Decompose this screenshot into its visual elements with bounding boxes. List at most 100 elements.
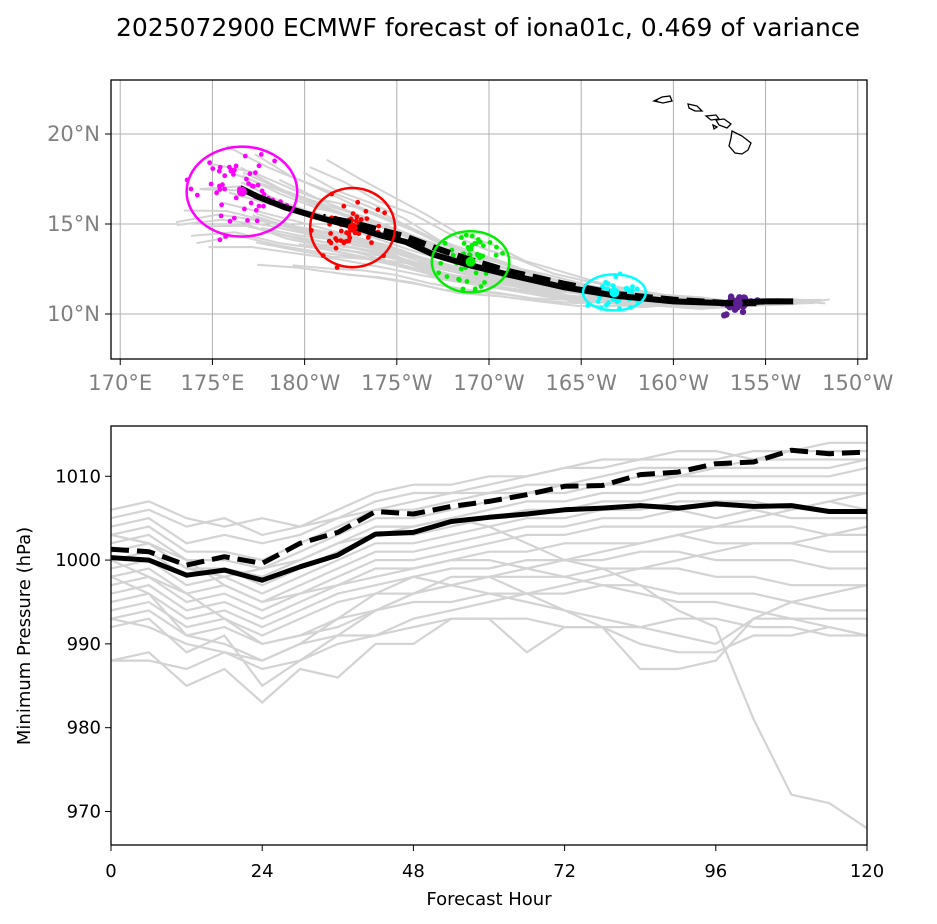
pressure-x-ticks: 0 24 48 72 96 120 xyxy=(105,845,884,882)
ensemble-position-dot xyxy=(258,152,264,157)
ensemble-position-dot xyxy=(604,302,609,308)
map-x-tick-label: 160°W xyxy=(638,371,710,395)
ensemble-pressure-line xyxy=(111,575,867,688)
ensemble-position-dot xyxy=(246,181,252,187)
ensemble-position-dot xyxy=(459,235,464,240)
ensemble-position-dot xyxy=(595,299,601,304)
uncertainty-ellipse xyxy=(308,186,397,269)
ensemble-position-dot xyxy=(245,218,250,223)
ensemble-pressure-line xyxy=(111,533,867,637)
ensemble-position-dot xyxy=(500,250,505,256)
ensemble-position-dot xyxy=(731,306,739,313)
ensemble-position-dot xyxy=(218,213,224,219)
ensemble-position-dot xyxy=(354,218,359,224)
map-y-tick-label: 20°N xyxy=(47,122,100,146)
ensemble-position-dot xyxy=(210,166,216,172)
island-kauai xyxy=(652,95,673,104)
ellipse-center-dot xyxy=(732,298,743,309)
ensemble-pressure-line xyxy=(111,458,867,562)
pressure-x-tick-label: 24 xyxy=(251,861,274,882)
ensemble-pressure-line xyxy=(111,550,867,629)
ensemble-position-dot xyxy=(601,285,606,291)
ensemble-position-dot xyxy=(326,238,332,244)
ensemble-position-dot xyxy=(347,235,353,241)
ensemble-position-dot xyxy=(493,252,499,258)
ensemble-position-dot xyxy=(253,170,258,176)
ensemble-position-dot xyxy=(630,284,635,289)
ensemble-position-dot xyxy=(228,168,234,174)
pressure-x-tick-label: 72 xyxy=(553,861,576,882)
ensemble-position-dot xyxy=(473,270,479,276)
island-oahu xyxy=(687,103,704,112)
ensemble-position-dot xyxy=(494,244,499,250)
ensemble-position-dot xyxy=(605,281,611,287)
ensemble-position-dot xyxy=(194,192,200,198)
hawaii-coastline xyxy=(652,95,752,155)
ensemble-position-dot xyxy=(614,299,620,305)
mean-pressure-solid xyxy=(111,501,867,583)
pressure-y-ticks: 970 980 990 1000 1010 xyxy=(55,466,111,822)
ensemble-position-dot xyxy=(458,266,464,272)
ensemble-position-dot xyxy=(382,210,387,216)
pressure-x-tick-label: 0 xyxy=(105,861,116,882)
pressure-y-tick-label: 980 xyxy=(67,718,101,739)
ensemble-position-dot xyxy=(610,283,616,288)
ensemble-position-dot xyxy=(469,233,475,239)
ensemble-position-dot xyxy=(469,243,475,248)
map-y-tick-label: 15°N xyxy=(47,212,100,236)
ensemble-position-dot xyxy=(242,206,247,212)
mean-pressure-lines xyxy=(111,447,867,583)
ensemble-position-dot xyxy=(723,311,730,318)
ensemble-position-dot xyxy=(219,202,225,208)
ensemble-position-dot xyxy=(207,160,213,166)
island-hawaii xyxy=(728,130,752,155)
ensemble-position-dot xyxy=(248,200,254,206)
ensemble-position-dot xyxy=(354,214,360,220)
ensemble-position-dot xyxy=(457,277,462,283)
ensemble-position-dot xyxy=(247,171,253,177)
ensemble-position-dot xyxy=(217,164,223,170)
ellipse-center-dot xyxy=(236,186,247,197)
chart-title: 2025072900 ECMWF forecast of iona01c, 0.… xyxy=(116,13,860,42)
ellipse-center-dot xyxy=(609,287,620,298)
map-x-tick-label: 170°E xyxy=(88,371,152,395)
map-x-ticks: 170°E 175°E 180°W 175°W 170°W 165°W 160°W 155°W… xyxy=(88,359,894,395)
ellipse-center-dot xyxy=(347,222,358,233)
mean-pressure-dashed xyxy=(111,447,867,568)
map-y-ticks: 10°N 15°N 20°N xyxy=(47,122,111,326)
ensemble-pressure-line xyxy=(111,617,867,704)
ensemble-position-dot xyxy=(634,286,640,292)
ensemble-position-dot xyxy=(356,231,362,237)
ensemble-position-dot xyxy=(328,231,333,236)
map-x-tick-label: 165°W xyxy=(546,371,618,395)
ensemble-pressure-line xyxy=(111,525,867,671)
x-axis-label: Forecast Hour xyxy=(426,889,552,910)
pressure-y-tick-label: 990 xyxy=(67,634,101,655)
ensemble-pressure-line xyxy=(111,517,867,830)
ensemble-pressure-line xyxy=(111,575,867,662)
ensemble-position-dot xyxy=(480,253,486,259)
ensemble-position-dot xyxy=(465,244,471,250)
map-x-tick-label: 155°W xyxy=(730,371,802,395)
uncertainty-ellipses xyxy=(185,145,743,312)
pressure-y-tick-label: 1000 xyxy=(55,550,101,571)
ensemble-position-dot xyxy=(449,247,455,253)
ensemble-position-dot xyxy=(487,240,493,245)
ensemble-position-dot xyxy=(450,252,456,258)
ensemble-position-dot xyxy=(358,217,364,222)
ensemble-position-dot xyxy=(364,216,370,222)
ensemble-position-dot xyxy=(256,203,262,209)
ensemble-position-dot xyxy=(473,241,479,247)
ensemble-position-dot xyxy=(214,190,220,196)
ensemble-pressure-line xyxy=(111,533,867,620)
pressure-y-tick-label: 1010 xyxy=(55,466,101,487)
mean-tracks xyxy=(238,185,794,307)
ensemble-pressure-line xyxy=(111,450,867,537)
uncertainty-ellipse xyxy=(185,145,299,238)
ensemble-position-dot xyxy=(376,223,382,229)
pressure-panel: 0 24 48 72 96 120 970 980 990 1000 1010 Forecast … xyxy=(14,425,884,910)
ensemble-position-dot xyxy=(442,240,448,246)
ensemble-position-dot xyxy=(444,274,450,279)
ensemble-position-dot xyxy=(629,287,635,293)
